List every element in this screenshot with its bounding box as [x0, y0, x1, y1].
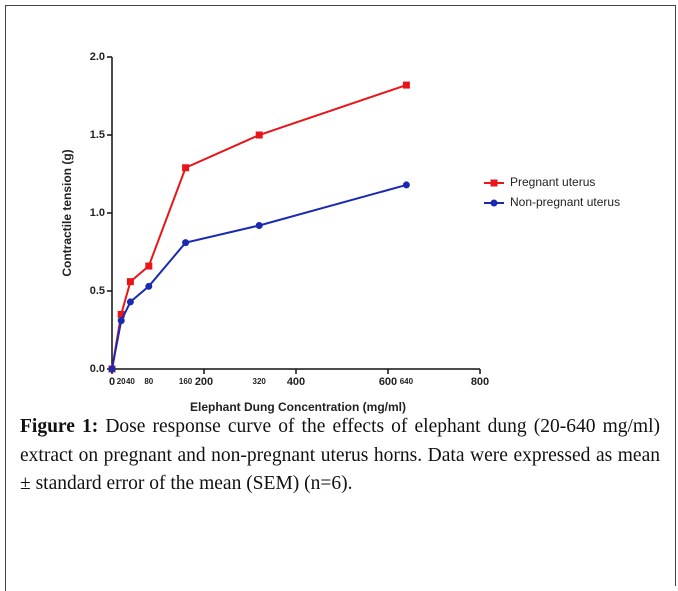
x-tick-label: 800 — [471, 376, 489, 388]
x-dose-tick-label: 320 — [253, 377, 267, 386]
caption-label: Figure 1: — [20, 416, 99, 437]
x-axis-label: Elephant Dung Concentration (mg/ml) — [190, 400, 406, 414]
y-tick-label: 1.5 — [90, 129, 105, 141]
marker — [117, 310, 125, 318]
legend-marker — [490, 179, 498, 187]
marker — [255, 131, 263, 139]
marker — [108, 365, 116, 373]
marker — [182, 164, 190, 172]
x-dose-tick-label: 640 — [400, 377, 414, 386]
marker — [126, 298, 134, 306]
y-axis-label: Contractile tension (g) — [60, 149, 74, 276]
y-tick-label: 2.0 — [90, 51, 105, 63]
x-tick-label: 600 — [379, 376, 397, 388]
caption: Figure 1: Dose response curve of the eff… — [20, 413, 660, 499]
figure-frame — [5, 5, 676, 591]
marker — [117, 317, 125, 325]
y-tick-label: 0.0 — [90, 363, 105, 375]
marker — [145, 262, 153, 270]
marker — [255, 221, 263, 229]
x-dose-tick-label: 40 — [126, 377, 135, 386]
marker — [126, 278, 134, 286]
x-dose-tick-label: 80 — [144, 377, 153, 386]
caption-text: Dose response curve of the effects of el… — [20, 416, 660, 494]
marker — [402, 181, 410, 189]
y-tick-label: 1.0 — [90, 207, 105, 219]
marker — [145, 282, 153, 290]
x-dose-tick-label: 20 — [117, 377, 126, 386]
x-dose-tick-label: 160 — [179, 377, 193, 386]
legend-label: Pregnant uterus — [510, 175, 595, 189]
y-tick-label: 0.5 — [90, 285, 105, 297]
legend-label: Non-pregnant uterus — [510, 195, 620, 209]
x-tick-label: 200 — [195, 376, 213, 388]
marker — [402, 81, 410, 89]
legend-marker — [490, 199, 498, 207]
series-line — [111, 183, 407, 370]
marker — [182, 239, 190, 247]
x-tick-label: 400 — [287, 376, 305, 388]
x-tick-label: 0 — [109, 376, 115, 388]
